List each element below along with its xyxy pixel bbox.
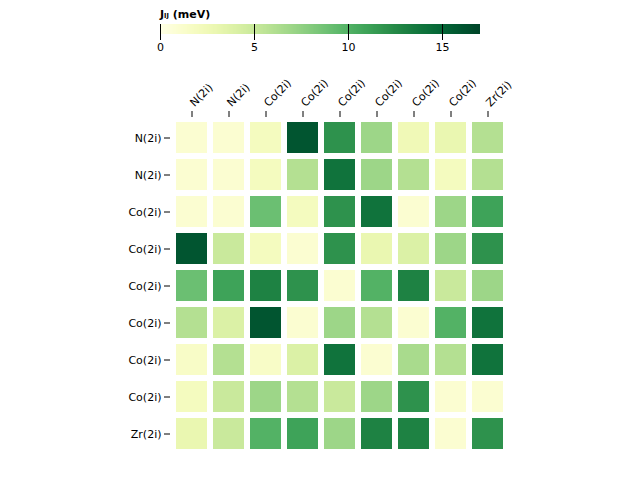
svg-text:Co(2i): Co(2i) — [128, 243, 161, 256]
svg-text:Co(2i): Co(2i) — [409, 77, 442, 110]
svg-text:Co(2i): Co(2i) — [335, 77, 368, 110]
svg-text:Co(2i): Co(2i) — [128, 317, 161, 330]
svg-text:Jᵢⱼ (meV): Jᵢⱼ (meV) — [159, 8, 210, 21]
svg-text:N(2i): N(2i) — [224, 81, 252, 109]
svg-text:N(2i): N(2i) — [135, 169, 162, 182]
svg-text:0: 0 — [157, 41, 164, 54]
svg-text:Co(2i): Co(2i) — [128, 206, 161, 219]
svg-text:Co(2i): Co(2i) — [372, 77, 405, 110]
svg-text:Zr(2i): Zr(2i) — [131, 428, 162, 441]
svg-text:Co(2i): Co(2i) — [261, 77, 294, 110]
svg-text:15: 15 — [436, 41, 450, 54]
svg-text:Co(2i): Co(2i) — [128, 280, 161, 293]
svg-text:Co(2i): Co(2i) — [128, 391, 161, 404]
svg-text:5: 5 — [251, 41, 258, 54]
svg-text:Co(2i): Co(2i) — [128, 354, 161, 367]
svg-text:Co(2i): Co(2i) — [298, 77, 331, 110]
svg-text:Co(2i): Co(2i) — [446, 77, 479, 110]
svg-text:N(2i): N(2i) — [135, 132, 162, 145]
svg-text:N(2i): N(2i) — [187, 81, 215, 109]
svg-text:Zr(2i): Zr(2i) — [483, 78, 514, 109]
svg-text:10: 10 — [342, 41, 356, 54]
